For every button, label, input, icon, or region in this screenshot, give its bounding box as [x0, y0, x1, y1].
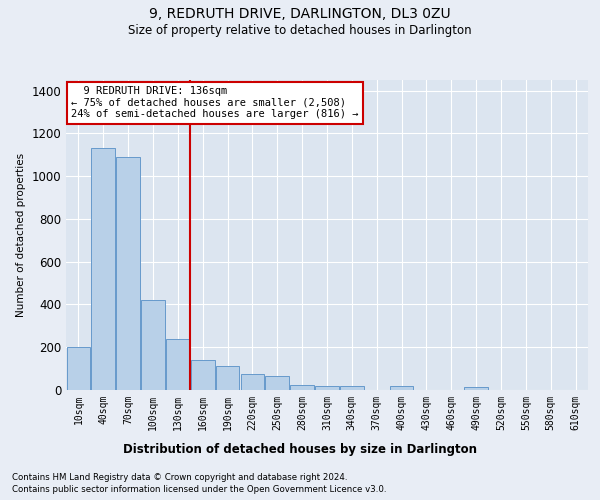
Bar: [141, 300, 165, 390]
Text: Size of property relative to detached houses in Darlington: Size of property relative to detached ho…: [128, 24, 472, 37]
Bar: [464, 387, 488, 390]
Bar: [265, 376, 289, 390]
Text: 9 REDRUTH DRIVE: 136sqm
← 75% of detached houses are smaller (2,508)
24% of semi: 9 REDRUTH DRIVE: 136sqm ← 75% of detache…: [71, 86, 359, 120]
Bar: [315, 386, 339, 390]
Bar: [290, 384, 314, 390]
Bar: [191, 360, 215, 390]
Bar: [390, 386, 413, 390]
Bar: [166, 338, 190, 390]
Bar: [340, 386, 364, 390]
Bar: [91, 148, 115, 390]
Text: Distribution of detached houses by size in Darlington: Distribution of detached houses by size …: [123, 442, 477, 456]
Bar: [241, 374, 264, 390]
Text: Contains public sector information licensed under the Open Government Licence v3: Contains public sector information licen…: [12, 485, 386, 494]
Text: Contains HM Land Registry data © Crown copyright and database right 2024.: Contains HM Land Registry data © Crown c…: [12, 472, 347, 482]
Bar: [67, 347, 90, 390]
Text: 9, REDRUTH DRIVE, DARLINGTON, DL3 0ZU: 9, REDRUTH DRIVE, DARLINGTON, DL3 0ZU: [149, 8, 451, 22]
Bar: [116, 157, 140, 390]
Bar: [216, 366, 239, 390]
Y-axis label: Number of detached properties: Number of detached properties: [16, 153, 26, 317]
